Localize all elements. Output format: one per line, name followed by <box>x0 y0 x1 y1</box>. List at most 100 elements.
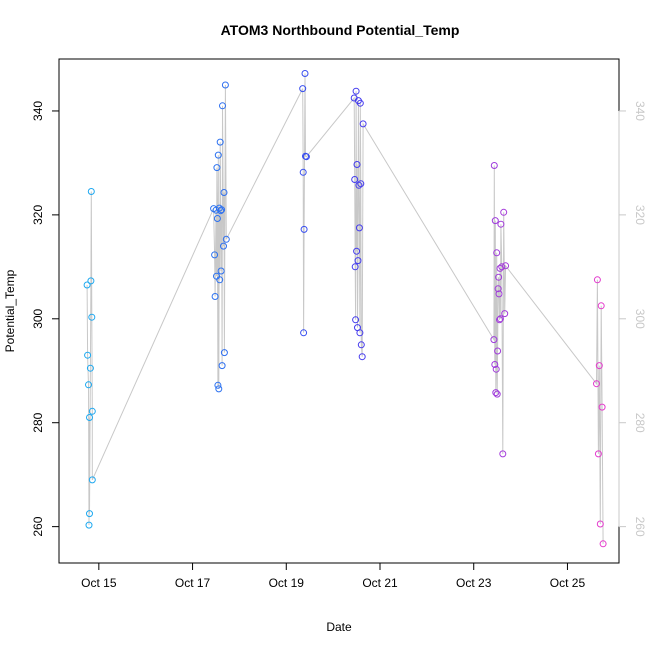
data-point <box>492 389 500 397</box>
data-point <box>352 87 360 95</box>
x-tick-label: Oct 17 <box>175 576 211 590</box>
x-tick-label: Oct 19 <box>269 576 305 590</box>
data-point <box>299 168 307 176</box>
x-tick-label: Oct 21 <box>362 576 398 590</box>
data-point <box>220 349 228 357</box>
data-point <box>217 207 225 215</box>
data-point <box>351 263 359 271</box>
data-point <box>500 208 508 216</box>
data-point <box>85 521 93 529</box>
data-point <box>495 273 503 281</box>
data-point <box>498 263 506 271</box>
data-point <box>494 285 502 293</box>
y2-tick-label: 260 <box>633 517 647 537</box>
data-point <box>355 181 363 189</box>
data-point <box>214 151 222 159</box>
data-point <box>88 313 96 321</box>
chart-title: ATOM3 Northbound Potential_Temp <box>221 22 460 38</box>
data-point <box>220 242 227 250</box>
y2-tick-label: 280 <box>633 413 647 433</box>
x-tick-label: Oct 15 <box>81 576 117 590</box>
data-point <box>491 361 499 368</box>
data-point <box>491 217 499 225</box>
data-point <box>597 302 605 310</box>
data-point <box>598 403 606 411</box>
data-point <box>221 81 229 89</box>
y-tick-label: 260 <box>31 516 45 536</box>
data-point <box>85 381 92 389</box>
data-point <box>86 414 93 421</box>
y-tick-label: 340 <box>31 101 45 121</box>
data-point <box>86 364 94 372</box>
data-points <box>83 70 607 548</box>
y-tick-label: 300 <box>31 308 45 328</box>
data-point <box>502 262 510 270</box>
x-axis: Oct 15 Oct 17 Oct 19 Oct 21 Oct 23 Oct 25 <box>81 562 586 590</box>
series-polyline <box>86 73 604 544</box>
series-line <box>86 73 604 544</box>
data-point <box>352 316 360 324</box>
plot-frame <box>58 58 620 564</box>
data-point <box>593 276 601 284</box>
data-point <box>216 138 224 146</box>
data-point <box>218 206 226 214</box>
data-point <box>87 188 95 195</box>
data-point <box>86 510 93 518</box>
data-point <box>353 247 361 255</box>
data-point <box>497 220 505 228</box>
data-point <box>219 102 226 110</box>
data-point <box>299 85 307 93</box>
data-point <box>496 316 503 324</box>
y2-tick-label: 340 <box>633 101 647 121</box>
y2-tick-label: 300 <box>633 309 647 329</box>
data-point <box>490 162 498 169</box>
data-point <box>88 476 96 484</box>
data-point <box>499 450 507 458</box>
y-axis-label: Potential_Temp <box>3 269 17 352</box>
data-point <box>496 264 504 272</box>
y2-tick-label: 320 <box>633 205 647 225</box>
data-point <box>496 315 504 323</box>
data-point <box>495 290 503 298</box>
data-point <box>222 235 230 243</box>
data-point <box>594 450 602 458</box>
data-point <box>490 336 498 344</box>
data-point <box>353 161 361 168</box>
data-point <box>355 224 363 232</box>
data-point <box>354 257 362 265</box>
data-point <box>84 351 92 359</box>
data-point <box>493 390 501 398</box>
x-tick-label: Oct 25 <box>550 576 586 590</box>
data-point <box>216 276 224 284</box>
data-point <box>214 381 222 389</box>
data-point <box>358 353 366 361</box>
data-point <box>359 120 367 128</box>
data-point <box>83 281 91 289</box>
data-point <box>494 347 502 355</box>
data-point <box>301 70 309 77</box>
x-tick-label: Oct 23 <box>456 576 492 590</box>
data-point <box>87 277 95 285</box>
data-point <box>599 540 607 548</box>
data-point <box>300 225 308 233</box>
data-point <box>357 180 365 188</box>
data-point <box>492 365 500 373</box>
data-point <box>211 251 219 259</box>
data-point <box>217 267 225 275</box>
data-point <box>493 249 501 257</box>
data-point <box>220 189 228 196</box>
data-point <box>501 310 509 318</box>
data-point <box>218 362 226 370</box>
data-point <box>596 520 604 528</box>
data-point <box>351 176 359 183</box>
data-point <box>302 153 310 161</box>
x-axis-label: Date <box>326 620 352 634</box>
data-point <box>356 329 364 337</box>
data-point <box>213 164 221 172</box>
data-point <box>300 329 308 337</box>
data-point <box>356 99 364 107</box>
data-point <box>357 341 365 349</box>
y-axis-left: 260 280 300 320 340 <box>31 101 60 537</box>
data-point <box>213 215 221 222</box>
